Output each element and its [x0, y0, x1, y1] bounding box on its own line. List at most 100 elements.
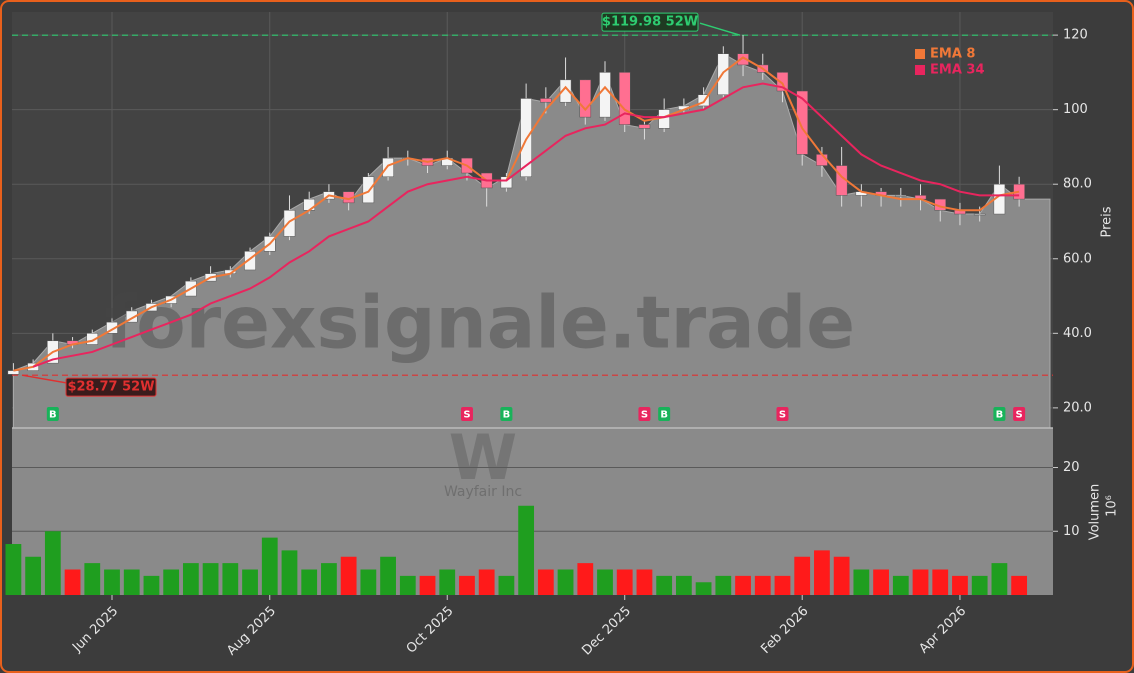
volume-bar: [5, 544, 22, 595]
candle-body: [382, 157, 394, 178]
volume-bar: [557, 569, 574, 595]
volume-bar: [301, 569, 318, 595]
signal-marker: [460, 407, 473, 421]
volume-bar: [281, 550, 298, 595]
signal-marker: [638, 407, 651, 421]
signal-label: S: [1016, 410, 1023, 421]
logo: W: [449, 421, 517, 494]
volume-bar: [952, 575, 968, 595]
candle-body: [362, 176, 375, 204]
signal-label: S: [463, 410, 470, 421]
candle-body: [7, 370, 20, 375]
candle-body: [717, 53, 730, 96]
volume-bar: [399, 575, 416, 595]
volume-bar: [242, 569, 258, 595]
volume-bar: [833, 556, 850, 595]
y-tick-label: 100: [1063, 102, 1088, 117]
volume-bar: [971, 575, 988, 595]
volume-bar: [754, 575, 771, 595]
volume-bar: [25, 556, 42, 595]
volume-bar: [853, 569, 870, 595]
volume-bar: [498, 575, 515, 595]
volume-bar: [656, 575, 673, 595]
volume-bar: [912, 569, 929, 595]
watermark: forexsignale.trade: [105, 281, 855, 365]
volume-bar: [104, 569, 120, 595]
volume-bar: [892, 575, 909, 595]
signal-marker: [658, 407, 671, 421]
volume-scale-label: 10⁶: [1105, 495, 1120, 517]
volume-bar: [478, 569, 495, 595]
candle-body: [796, 90, 808, 155]
candle-body: [895, 195, 907, 197]
volume-bar: [537, 569, 554, 595]
legend-label: EMA 8: [930, 47, 975, 62]
y-tick-label: 60.0: [1063, 251, 1092, 266]
volume-bar: [459, 575, 475, 595]
y-tick-label: 20.0: [1063, 400, 1092, 415]
volume-bar: [64, 569, 81, 595]
candle-body: [737, 53, 749, 66]
volume-bar: [202, 563, 219, 595]
high-52w-label: $119.98 52W: [602, 15, 698, 30]
legend-label: EMA 34: [930, 63, 985, 78]
candle-body: [697, 94, 710, 107]
volume-bar: [123, 569, 140, 595]
volume-bar: [84, 563, 101, 595]
candle-body: [658, 109, 670, 129]
y-tick-label: 120: [1063, 28, 1088, 43]
volume-bar: [261, 537, 278, 595]
volume-bar: [182, 563, 199, 595]
arrow: [699, 22, 741, 36]
signal-label: S: [779, 410, 786, 421]
signal-label: B: [996, 410, 1004, 421]
y-tick-label: 40.0: [1063, 326, 1092, 341]
legend-swatch: [915, 49, 925, 59]
volume-bar: [44, 531, 61, 595]
volume-bar: [735, 575, 751, 595]
signal-label: B: [503, 410, 511, 421]
low-52w-box: [65, 377, 157, 397]
volume-bar: [360, 569, 377, 595]
volume-bar: [794, 556, 811, 595]
volume-axis-label: Volumen: [1088, 484, 1103, 541]
volume-bar: [814, 550, 830, 595]
volume-bar: [1011, 575, 1028, 595]
volume-bar: [991, 563, 1008, 595]
arrow: [21, 374, 69, 384]
signal-label: B: [660, 410, 668, 421]
volume-bar: [597, 569, 613, 595]
volume-bar: [873, 569, 889, 595]
volume-bar: [675, 575, 692, 595]
volume-bar: [695, 582, 712, 595]
volume-bar: [518, 505, 535, 595]
volume-bar: [143, 575, 160, 595]
volume-bar: [419, 575, 436, 595]
legend-swatch: [915, 65, 925, 75]
volume-bar: [636, 569, 653, 595]
y-tick-label: 20: [1063, 460, 1080, 475]
candle-body: [973, 213, 986, 216]
volume-bar: [577, 563, 594, 595]
candle-body: [618, 72, 631, 125]
candle-body: [638, 124, 651, 129]
ema-line: [32, 82, 1020, 368]
company: Wayfair Inc: [444, 484, 522, 500]
candle-body: [106, 321, 118, 334]
candle-body: [283, 210, 296, 237]
signal-marker: [46, 407, 59, 421]
signal-marker: [776, 407, 789, 421]
y-tick-label: 10: [1063, 524, 1080, 539]
volume-bar: [340, 556, 357, 595]
volume-bar: [616, 569, 633, 595]
signal-marker: [993, 407, 1006, 421]
candle-body: [579, 79, 592, 118]
ema-line: [13, 56, 1020, 372]
high-52w-box: [601, 12, 699, 32]
y-tick-label: 80.0: [1063, 177, 1092, 192]
candle-body: [520, 98, 532, 178]
signal-marker: [1013, 407, 1026, 421]
volume-bar: [163, 569, 180, 595]
